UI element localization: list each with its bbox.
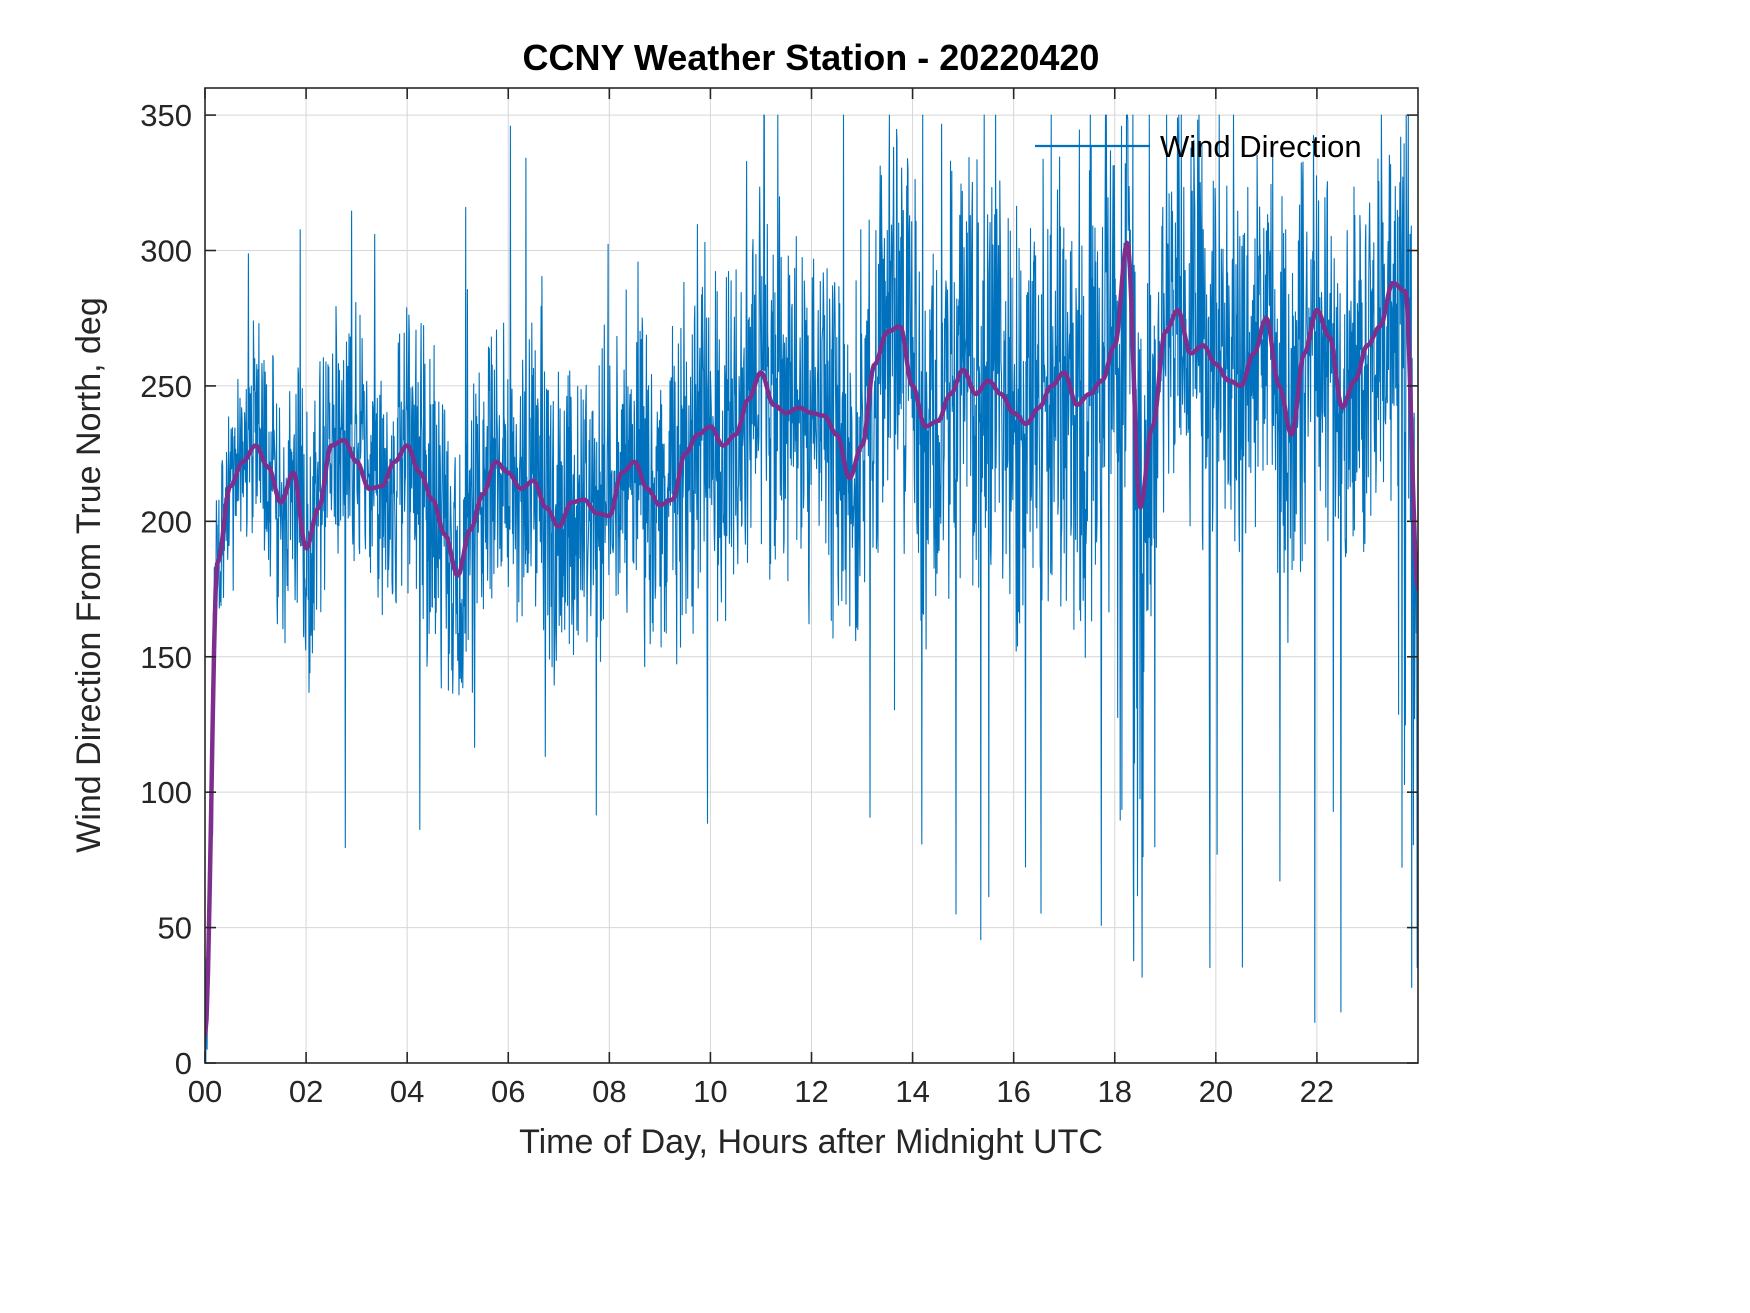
wind-direction-series [205, 114, 1418, 1063]
y-tick-label: 250 [140, 369, 192, 404]
smoothed-mean-series [205, 240, 1418, 1039]
axis-tick-marks [204, 88, 1418, 1064]
x-tick-label: 18 [1098, 1074, 1132, 1109]
y-tick-label: 300 [140, 234, 192, 269]
x-tick-label: 22 [1300, 1074, 1334, 1109]
y-tick-label: 50 [158, 911, 192, 946]
x-tick-label: 12 [794, 1074, 828, 1109]
x-tick-label: 10 [693, 1074, 727, 1109]
y-tick-label: 150 [140, 640, 192, 675]
x-tick-label: 20 [1199, 1074, 1233, 1109]
chart-title: CCNY Weather Station - 20220420 [523, 37, 1100, 78]
legend-label: Wind Direction [1160, 129, 1362, 164]
x-tick-label: 16 [996, 1074, 1030, 1109]
x-tick-label: 08 [592, 1074, 626, 1109]
y-tick-label: 100 [140, 775, 192, 810]
y-tick-label: 350 [140, 98, 192, 133]
y-axis-tick-labels: 0 50 100 150 200 250 300 350 [140, 98, 192, 1081]
x-axis-label: Time of Day, Hours after Midnight UTC [519, 1123, 1103, 1161]
x-tick-label: 02 [289, 1074, 323, 1109]
x-axis-tick-labels: 00 02 04 06 08 10 12 14 16 18 20 22 [188, 1074, 1334, 1109]
x-tick-label: 14 [895, 1074, 929, 1109]
legend: Wind Direction [1035, 129, 1362, 164]
y-axis-label: Wind Direction From True North, deg [70, 297, 108, 853]
x-tick-label: 04 [390, 1074, 424, 1109]
y-tick-label: 0 [175, 1046, 192, 1081]
x-tick-label: 00 [188, 1074, 222, 1109]
x-tick-label: 06 [491, 1074, 525, 1109]
y-tick-label: 200 [140, 504, 192, 539]
